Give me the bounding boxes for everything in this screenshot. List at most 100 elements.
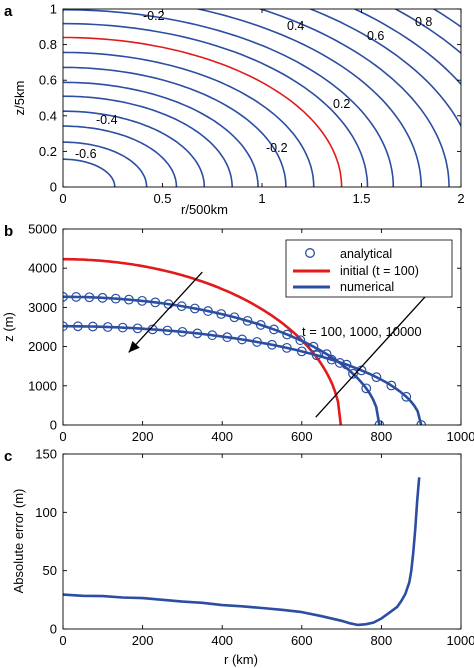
y-tick-label: 5000 bbox=[28, 222, 57, 237]
analytical-marker bbox=[386, 380, 397, 391]
y-tick-label: 0.2 bbox=[39, 144, 57, 159]
contour-line bbox=[63, 22, 369, 187]
axis-ticks-c: 0 200 400 600 800 1000 0 50 100 150 bbox=[35, 447, 474, 649]
contour-line bbox=[63, 51, 315, 187]
y-tick-label: 0 bbox=[50, 622, 57, 637]
time-annotation: t = 100, 1000, 10000 bbox=[302, 324, 422, 339]
contour-label: -0.2 bbox=[143, 9, 165, 23]
x-tick-label: 2 bbox=[457, 191, 464, 206]
x-tick-label: 600 bbox=[291, 633, 313, 648]
y-axis-label-c: Absolute error (m) bbox=[11, 489, 26, 594]
x-tick-label: 200 bbox=[132, 429, 154, 444]
legend-label-initial: initial (t = 100) bbox=[340, 264, 419, 278]
analytical-marker bbox=[87, 321, 98, 332]
panel-a: a 0 0.5 1 1.5 2 0 0.2 0.4 0.6 0.8 1 -0.2 0.4 0.6 0… bbox=[4, 2, 465, 218]
analytical-marker bbox=[73, 321, 83, 332]
x-tick-label: 200 bbox=[132, 633, 154, 648]
contour-line bbox=[308, 9, 461, 128]
analytical-marker bbox=[177, 326, 188, 337]
analytical-marker bbox=[162, 325, 173, 336]
contour-lines bbox=[63, 9, 461, 187]
x-tick-label: 800 bbox=[371, 633, 393, 648]
y-tick-label: 2000 bbox=[28, 339, 57, 354]
analytical-marker bbox=[296, 346, 307, 357]
analytical-marker bbox=[311, 350, 322, 361]
legend-marker-analytical bbox=[305, 248, 315, 258]
analytical-marker bbox=[348, 368, 358, 379]
panel-c-letter: c bbox=[4, 448, 12, 465]
x-tick-label: 0 bbox=[59, 191, 66, 206]
analytical-marker bbox=[203, 306, 213, 316]
arrow-shaft bbox=[128, 271, 203, 353]
analytical-marker bbox=[252, 337, 262, 347]
x-axis-label-c: r (km) bbox=[224, 652, 258, 667]
numerical-profile-line bbox=[63, 295, 381, 425]
contour-label: 0.4 bbox=[287, 19, 304, 33]
analytical-marker bbox=[281, 342, 292, 353]
contour-label: 0.2 bbox=[333, 97, 350, 111]
analytical-marker bbox=[321, 349, 332, 360]
x-tick-label: 1000 bbox=[447, 633, 474, 648]
analytical-marker bbox=[308, 341, 319, 352]
contour-line bbox=[352, 9, 461, 86]
analytical-marker bbox=[97, 292, 108, 303]
analytical-marker bbox=[117, 322, 128, 333]
y-tick-label: 0.6 bbox=[39, 73, 57, 88]
panel-c: c 0 200 400 600 800 1000 0 50 100 150 r (km) Abso… bbox=[4, 447, 474, 668]
analytical-marker bbox=[102, 322, 113, 332]
plot-frame-b bbox=[62, 228, 462, 426]
analytical-marker bbox=[326, 354, 337, 365]
error-line bbox=[62, 477, 421, 627]
axis-ticks-a: 0 0.5 1 1.5 2 0 0.2 0.4 0.6 0.8 1 bbox=[39, 2, 465, 207]
legend: analytical initial (t = 100) numerical bbox=[285, 239, 453, 298]
x-axis-label-a: r/500km bbox=[181, 202, 228, 217]
panel-b: b 0 200 400 600 800 1000 0 1000 2000 3000 4000 5000… bbox=[1, 222, 474, 445]
y-tick-label: 3000 bbox=[28, 300, 57, 315]
analytical-marker bbox=[401, 391, 412, 402]
x-tick-label: 800 bbox=[371, 429, 393, 444]
contour-line bbox=[63, 81, 259, 187]
y-tick-label: 150 bbox=[35, 447, 57, 462]
analytical-marker bbox=[267, 339, 277, 350]
contour-label: -0.2 bbox=[266, 141, 288, 155]
analytical-marker bbox=[237, 334, 248, 345]
analytical-marker bbox=[371, 372, 382, 383]
x-tick-label: 1000 bbox=[447, 429, 474, 444]
y-tick-label: 1 bbox=[50, 2, 57, 17]
contour-line bbox=[393, 9, 461, 55]
contour-line bbox=[63, 110, 206, 187]
x-tick-label: 0 bbox=[59, 633, 66, 648]
analytical-marker bbox=[110, 293, 121, 304]
analytical-marker bbox=[176, 301, 187, 312]
analytical-marker bbox=[216, 309, 227, 319]
contour-labels: -0.2 0.4 0.6 0.8 0.2 -0.4 -0.2 -0.6 bbox=[75, 9, 432, 161]
legend-label-numerical: numerical bbox=[340, 280, 394, 294]
x-tick-label: 400 bbox=[211, 429, 233, 444]
arrow-shaft bbox=[315, 285, 436, 418]
analytical-marker bbox=[255, 320, 266, 330]
analytical-marker bbox=[124, 294, 134, 305]
series-b bbox=[63, 257, 427, 425]
x-tick-label: 400 bbox=[211, 633, 233, 648]
analytical-marker bbox=[132, 323, 143, 334]
analytical-marker bbox=[192, 328, 203, 339]
analytical-marker bbox=[84, 292, 95, 303]
plot-frame-a bbox=[62, 8, 462, 188]
analytical-marker bbox=[269, 324, 279, 335]
y-axis-label-a: z/5km bbox=[12, 81, 27, 116]
contour-line bbox=[63, 141, 148, 187]
contour-label: -0.4 bbox=[96, 113, 118, 127]
panel-b-letter: b bbox=[4, 223, 13, 240]
y-tick-label: 0.4 bbox=[39, 108, 57, 123]
analytical-marker bbox=[416, 420, 427, 425]
contour-label: 0.8 bbox=[415, 15, 432, 29]
analytical-marker bbox=[207, 330, 218, 341]
highlighted-contour bbox=[63, 36, 343, 187]
analytical-marker bbox=[222, 332, 233, 343]
analytical-marker bbox=[71, 292, 82, 302]
x-tick-label: 0 bbox=[59, 429, 66, 444]
y-tick-label: 0 bbox=[50, 180, 57, 195]
x-tick-label: 0.5 bbox=[153, 191, 171, 206]
analytical-marker bbox=[341, 359, 352, 370]
